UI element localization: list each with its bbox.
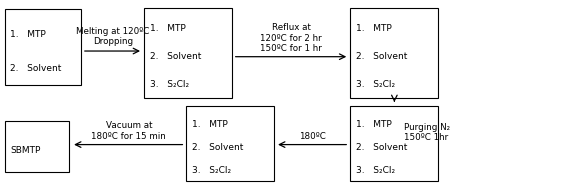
Text: 1.   MTP: 1. MTP xyxy=(192,120,228,129)
Text: SBMTP: SBMTP xyxy=(10,146,41,155)
Text: 180ºC: 180ºC xyxy=(299,132,326,141)
Text: 2.   Solvent: 2. Solvent xyxy=(356,52,407,61)
Text: 2.   Solvent: 2. Solvent xyxy=(356,143,407,152)
Text: 2.   Solvent: 2. Solvent xyxy=(150,52,201,61)
Text: Reflux at
120ºC for 2 hr
150ºC for 1 hr: Reflux at 120ºC for 2 hr 150ºC for 1 hr xyxy=(260,23,322,53)
Text: 3.   S₂Cl₂: 3. S₂Cl₂ xyxy=(356,80,395,89)
Text: 1.   MTP: 1. MTP xyxy=(10,29,46,39)
Text: 1.   MTP: 1. MTP xyxy=(356,120,392,129)
Bar xyxy=(186,106,274,181)
Bar xyxy=(144,8,232,98)
Bar xyxy=(5,121,69,172)
Text: 2.   Solvent: 2. Solvent xyxy=(192,143,244,152)
Bar xyxy=(5,9,81,85)
Text: 1.   MTP: 1. MTP xyxy=(150,25,185,33)
Text: 3.   S₂Cl₂: 3. S₂Cl₂ xyxy=(356,166,395,175)
Text: 1.   MTP: 1. MTP xyxy=(356,25,392,33)
Bar xyxy=(350,106,438,181)
Bar xyxy=(350,8,438,98)
Text: Melting at 120ºC
Dropping: Melting at 120ºC Dropping xyxy=(76,27,150,46)
Text: 3.   S₂Cl₂: 3. S₂Cl₂ xyxy=(150,80,189,89)
Text: 3.   S₂Cl₂: 3. S₂Cl₂ xyxy=(192,166,231,175)
Text: Purging N₂
150ºC 1hr: Purging N₂ 150ºC 1hr xyxy=(404,123,450,142)
Text: 2.   Solvent: 2. Solvent xyxy=(10,64,62,73)
Text: Vacuum at
180ºC for 15 min: Vacuum at 180ºC for 15 min xyxy=(92,121,166,141)
